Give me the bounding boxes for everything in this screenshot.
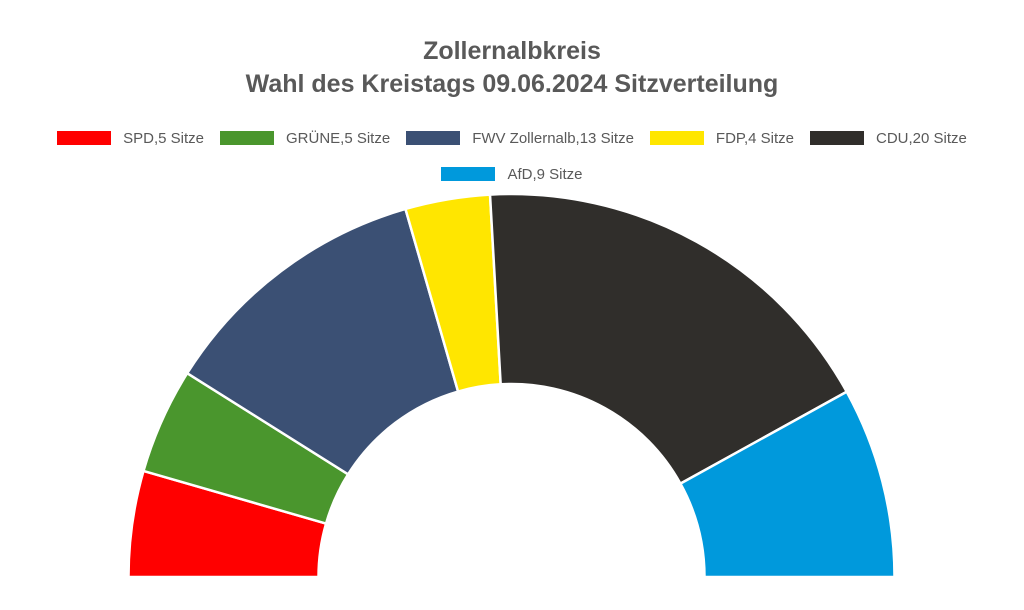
legend-label: SPD,5 Sitze [123, 129, 204, 147]
arc-segment-afd[interactable] [679, 390, 896, 579]
legend-item-cdu[interactable]: CDU,20 Sitze [810, 130, 967, 147]
arc-segment-cdu[interactable] [488, 192, 848, 485]
legend-label: GRÜNE,5 Sitze [285, 129, 391, 147]
legend-item-fwv[interactable]: FWV Zollernalb,13 Sitze [406, 130, 634, 147]
legend-label: FDP,4 Sitze [715, 129, 795, 147]
seat-arcs [127, 192, 896, 579]
legend-swatch [57, 131, 112, 145]
legend-label: FWV Zollernalb,13 Sitze [472, 129, 634, 147]
legend-label: CDU,20 Sitze [876, 129, 967, 147]
legend: SPD,5 Sitze GRÜNE,5 Sitze FWV Zollernalb… [0, 126, 1024, 198]
legend-row-2: AfD,9 Sitze [0, 162, 1024, 186]
legend-item-gruene[interactable]: GRÜNE,5 Sitze [219, 129, 391, 147]
legend-item-afd[interactable]: AfD,9 Sitze [441, 165, 583, 183]
legend-item-fdp[interactable]: FDP,4 Sitze [649, 129, 795, 147]
legend-swatch [810, 131, 865, 145]
chart-title: Zollernalbkreis [423, 37, 601, 65]
chart-subtitle: Wahl des Kreistags 09.06.2024 Sitzvertei… [245, 70, 779, 98]
legend-item-spd[interactable]: SPD,5 Sitze [57, 130, 204, 147]
legend-row-1: SPD,5 Sitze GRÜNE,5 Sitze FWV Zollernalb… [0, 126, 1024, 150]
legend-swatch [219, 131, 274, 145]
legend-label: AfD,9 Sitze [507, 165, 583, 183]
legend-swatch [441, 167, 496, 181]
legend-swatch [406, 131, 461, 145]
legend-swatch [649, 131, 704, 145]
arc-segment-fwv[interactable] [185, 207, 460, 476]
